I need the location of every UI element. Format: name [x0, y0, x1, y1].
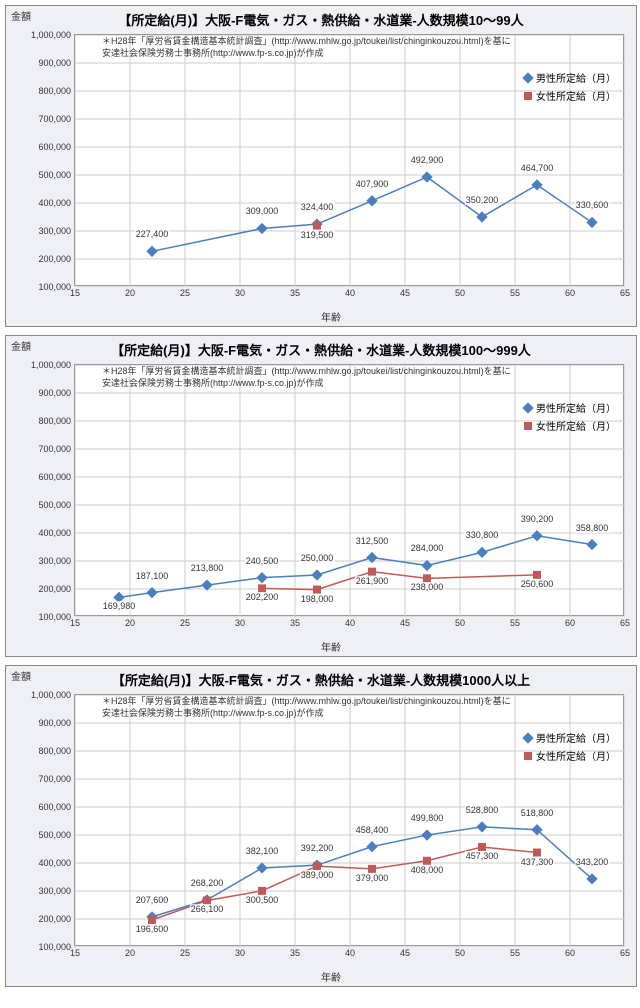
data-label: 202,200: [245, 592, 280, 602]
y-tick: 600,000: [38, 802, 75, 812]
x-axis-label: 年齢: [321, 309, 341, 324]
y-axis-label: 金額: [11, 8, 31, 23]
y-tick: 200,000: [38, 584, 75, 594]
data-label: 458,400: [355, 825, 390, 835]
data-label: 390,200: [520, 514, 555, 524]
y-tick: 600,000: [38, 142, 75, 152]
data-label: 300,500: [245, 895, 280, 905]
y-tick: 500,000: [38, 500, 75, 510]
data-label: 343,200: [575, 857, 610, 867]
data-label: 518,800: [520, 808, 555, 818]
data-label: 250,600: [520, 579, 555, 589]
data-label: 187,100: [135, 571, 170, 581]
chart: 【所定給(月)】大阪-F電気・ガス・熱供給・水道業-人数規模10～99人 金額 …: [5, 5, 637, 327]
y-tick: 300,000: [38, 886, 75, 896]
chart-title: 【所定給(月)】大阪-F電気・ガス・熱供給・水道業-人数規模10～99人: [6, 10, 636, 29]
diamond-icon: [522, 402, 533, 413]
chart: 【所定給(月)】大阪-F電気・ガス・熱供給・水道業-人数規模100～999人 金…: [5, 335, 637, 657]
data-label: 492,900: [410, 155, 445, 165]
data-label: 379,000: [355, 873, 390, 883]
data-label: 240,500: [245, 556, 280, 566]
legend: 男性所定給（月） 女性所定給（月）: [522, 398, 618, 438]
legend-male: 男性所定給（月）: [536, 730, 616, 745]
chart-title: 【所定給(月)】大阪-F電気・ガス・熱供給・水道業-人数規模100～999人: [6, 340, 636, 359]
data-label: 408,000: [410, 865, 445, 875]
data-label: 227,400: [135, 229, 170, 239]
legend-female: 女性所定給（月）: [536, 88, 616, 103]
subtitle: ＊H28年「厚労省賃金構造基本統計調査」(http://www.mhlw.go.…: [102, 696, 624, 719]
data-label: 169,980: [102, 601, 137, 611]
y-tick: 200,000: [38, 254, 75, 264]
y-tick: 300,000: [38, 556, 75, 566]
chart-title: 【所定給(月)】大阪-F電気・ガス・熱供給・水道業-人数規模1000人以上: [6, 670, 636, 689]
y-tick: 1,000,000: [31, 30, 75, 40]
diamond-icon: [522, 72, 533, 83]
legend-female: 女性所定給（月）: [536, 418, 616, 433]
y-tick: 700,000: [38, 444, 75, 454]
data-label: 312,500: [355, 536, 390, 546]
y-tick: 400,000: [38, 198, 75, 208]
data-label: 196,600: [135, 924, 170, 934]
y-tick: 1,000,000: [31, 690, 75, 700]
data-label: 309,000: [245, 206, 280, 216]
data-label: 198,000: [300, 594, 335, 604]
data-label: 457,300: [465, 851, 500, 861]
square-icon: [524, 422, 532, 430]
y-tick: 900,000: [38, 388, 75, 398]
chart: 【所定給(月)】大阪-F電気・ガス・熱供給・水道業-人数規模1000人以上 金額…: [5, 665, 637, 987]
data-label: 261,900: [355, 576, 390, 586]
data-label: 266,100: [190, 904, 225, 914]
data-label: 319,500: [300, 230, 335, 240]
data-label: 389,000: [300, 870, 335, 880]
y-tick: 400,000: [38, 528, 75, 538]
subtitle: ＊H28年「厚労省賃金構造基本統計調査」(http://www.mhlw.go.…: [102, 36, 624, 59]
y-axis-label: 金額: [11, 668, 31, 683]
data-label: 250,000: [300, 553, 335, 563]
data-label: 207,600: [135, 895, 170, 905]
y-tick: 500,000: [38, 830, 75, 840]
data-label: 213,800: [190, 563, 225, 573]
legend-male: 男性所定給（月）: [536, 400, 616, 415]
x-axis-label: 年齢: [321, 639, 341, 654]
y-tick: 1,000,000: [31, 360, 75, 370]
subtitle: ＊H28年「厚労省賃金構造基本統計調査」(http://www.mhlw.go.…: [102, 366, 624, 389]
data-label: 407,900: [355, 179, 390, 189]
data-label: 464,700: [520, 163, 555, 173]
data-label: 382,100: [245, 846, 280, 856]
data-label: 330,800: [465, 530, 500, 540]
y-tick: 800,000: [38, 86, 75, 96]
y-tick: 900,000: [38, 718, 75, 728]
legend: 男性所定給（月） 女性所定給（月）: [522, 728, 618, 768]
data-label: 358,800: [575, 523, 610, 533]
y-tick: 900,000: [38, 58, 75, 68]
square-icon: [524, 92, 532, 100]
y-tick: 400,000: [38, 858, 75, 868]
y-tick: 300,000: [38, 226, 75, 236]
data-label: 330,600: [575, 200, 610, 210]
diamond-icon: [522, 732, 533, 743]
square-icon: [524, 752, 532, 760]
y-axis-label: 金額: [11, 338, 31, 353]
legend: 男性所定給（月） 女性所定給（月）: [522, 68, 618, 108]
data-label: 528,800: [465, 805, 500, 815]
y-tick: 200,000: [38, 914, 75, 924]
x-axis-label: 年齢: [321, 969, 341, 984]
data-label: 392,200: [300, 843, 335, 853]
data-label: 238,000: [410, 582, 445, 592]
y-tick: 500,000: [38, 170, 75, 180]
y-tick: 800,000: [38, 746, 75, 756]
data-label: 350,200: [465, 195, 500, 205]
legend-female: 女性所定給（月）: [536, 748, 616, 763]
data-label: 284,000: [410, 543, 445, 553]
data-label: 324,400: [300, 202, 335, 212]
y-tick: 700,000: [38, 774, 75, 784]
y-tick: 700,000: [38, 114, 75, 124]
y-tick: 800,000: [38, 416, 75, 426]
y-tick: 600,000: [38, 472, 75, 482]
legend-male: 男性所定給（月）: [536, 70, 616, 85]
data-label: 437,300: [520, 857, 555, 867]
data-label: 268,200: [190, 878, 225, 888]
data-label: 499,800: [410, 813, 445, 823]
